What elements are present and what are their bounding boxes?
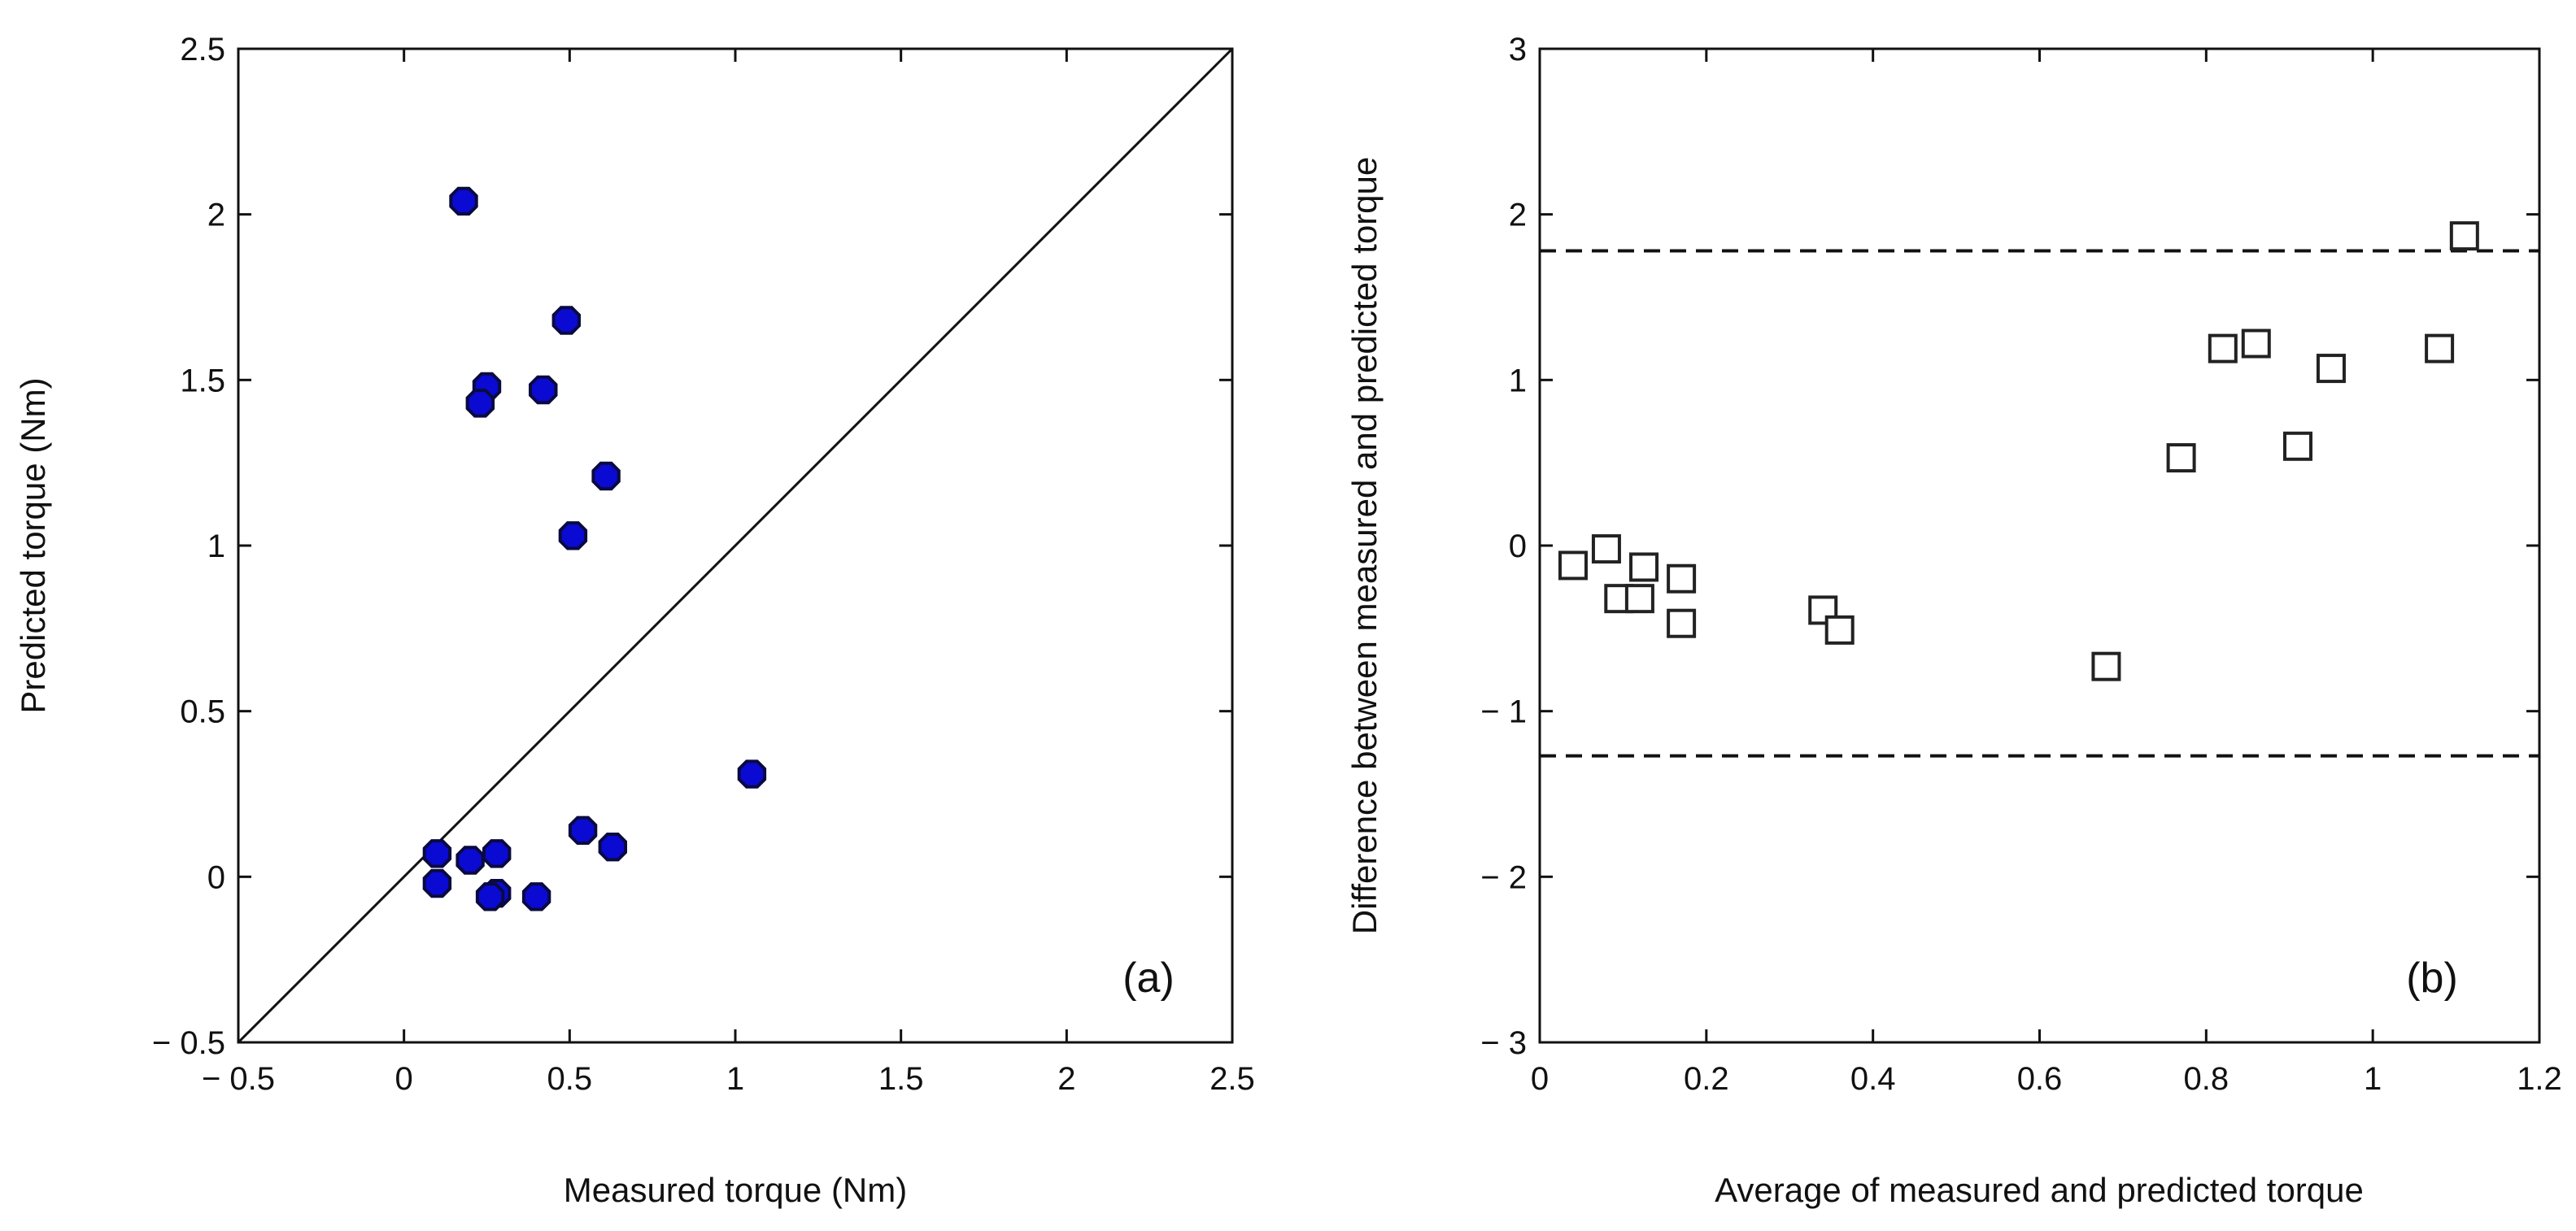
data-point [551,306,581,335]
panel-a-x-tick-label: 2.5 [1210,1061,1255,1097]
data-point [1667,608,1697,638]
data-point [465,389,495,418]
panel-b-y-tick-label: 3 [1509,32,1527,67]
data-point [529,375,558,405]
data-point [568,816,598,845]
panel-a-data-points [422,186,767,911]
panel-a-x-tick-label: 0 [395,1061,413,1097]
data-point [2282,431,2312,461]
panel-b-y-tick-label: 0 [1509,529,1527,564]
panel-a-x-tick-label: 1.5 [878,1061,924,1097]
data-point [558,521,588,550]
panel-b-scatter: 0 0.2 0.4 0.6 0.8 1 1.2 − 3 − 2 − 1 0 1 2 3 (b) Avera… [1345,32,2562,1209]
panel-a-y-tick-label: 2 [207,198,225,233]
data-point [482,839,512,868]
data-point [2241,328,2271,359]
panel-b-data-points [1558,221,2479,681]
panel-b-x-tick-label: 0.6 [2017,1061,2063,1097]
data-point [2449,221,2479,251]
data-point [1591,534,1621,564]
data-point [2425,333,2455,363]
panel-a-x-tick-label: 1 [726,1061,744,1097]
data-point [422,839,452,868]
data-point [449,186,478,216]
data-point [1624,584,1654,614]
panel-b-x-tick-label: 0.4 [1850,1061,1896,1097]
panel-b-y-tick-label: − 1 [1480,694,1527,730]
data-point [475,882,505,911]
panel-b-x-tick-label: 0.2 [1684,1061,1729,1097]
data-point [598,833,627,862]
data-point [737,759,767,789]
data-point [1808,595,1838,625]
data-point [2316,354,2346,384]
panel-b-x-axis-label: Average of measured and predicted torque [1715,1171,2364,1209]
panel-b-x-tick-label: 1 [2364,1061,2382,1097]
identity-line [237,47,1234,1044]
panel-b-y-tick-label: 1 [1509,363,1527,398]
data-point [521,882,551,911]
panel-b-y-tick-label: − 2 [1480,859,1527,895]
data-point [422,868,452,898]
data-point [591,461,621,491]
panel-a-ticks: − 0.5 0 0.5 1 1.5 2 2.5 − 0.5 0 0.5 1 1.5 2 2.5 [152,32,1255,1097]
panel-b-x-tick-label: 1.2 [2517,1061,2562,1097]
panel-a-x-axis-label: Measured torque (Nm) [564,1171,907,1209]
data-point [1824,615,1855,645]
panel-a-y-tick-label: 1.5 [180,363,225,398]
data-point [2091,651,2121,681]
panel-a-label: (a) [1122,955,1175,1002]
panel-b-y-axis-label: Difference between measured and predicte… [1345,157,1384,935]
panel-a-y-tick-label: − 0.5 [152,1025,225,1061]
panel-a-x-tick-label: − 0.5 [202,1061,275,1097]
panel-a-x-tick-label: 2 [1057,1061,1075,1097]
data-point [2208,333,2238,363]
panel-a-y-tick-label: 0.5 [180,694,225,730]
panel-a-y-axis-label: Predicted torque (Nm) [14,377,52,713]
panel-b-plot-frame [1538,47,2541,1044]
panel-b-y-tick-label: − 3 [1480,1025,1527,1061]
panel-a-y-tick-label: 2.5 [180,32,225,67]
data-point [1558,550,1588,581]
panel-b-x-tick-label: 0.8 [2184,1061,2229,1097]
data-point [1629,552,1659,582]
panel-b-label: (b) [2406,955,2458,1002]
data-point [1667,563,1697,594]
data-point [2166,443,2196,473]
panel-b-x-tick-label: 0 [1531,1061,1549,1097]
panel-a-y-tick-label: 1 [207,529,225,564]
panel-a-scatter: − 0.5 0 0.5 1 1.5 2 2.5 − 0.5 0 0.5 1 1.5 2 2.5 (a) M… [14,32,1255,1209]
panel-a-y-tick-label: 0 [207,859,225,895]
panel-b-y-tick-label: 2 [1509,198,1527,233]
panel-b-ticks: 0 0.2 0.4 0.6 0.8 1 1.2 − 3 − 2 − 1 0 1 2 3 [1480,32,2562,1097]
panel-a-x-tick-label: 0.5 [547,1061,593,1097]
data-point [455,846,485,875]
